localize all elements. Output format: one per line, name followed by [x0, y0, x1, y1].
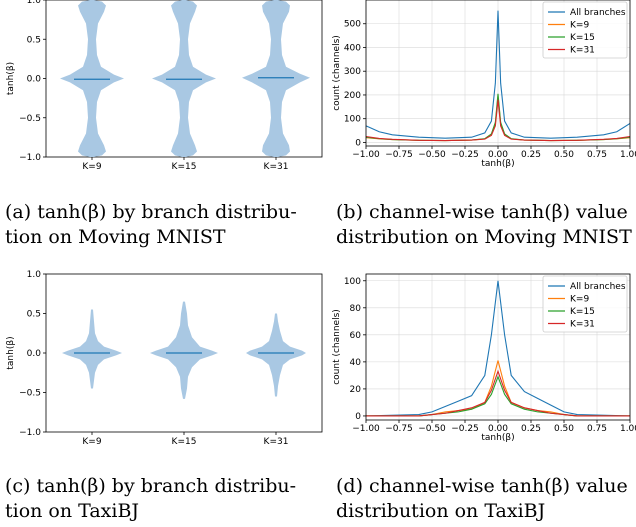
violin-K=15 [150, 301, 218, 399]
y-tick-label: 40 [350, 358, 362, 368]
y-tick-label: 0 [355, 412, 361, 422]
y-tick-label: 100 [344, 277, 361, 287]
x-tick-label: K=31 [264, 162, 289, 172]
series-line-k-31 [366, 369, 630, 417]
y-tick-label: −0.5 [19, 114, 41, 124]
line-plot-1: −1.00 −0.75 −0.50 −0.25 0.00 0.25 0.50 0.75 1.0 0… [332, 0, 636, 169]
x-tick-label: K=31 [264, 437, 289, 447]
x-tick-label: −0.50 [418, 150, 446, 160]
y-tick-label: 500 [344, 20, 361, 30]
caption-d-line2: distribution on TaxiBJ [336, 500, 546, 522]
caption-d-line1: (d) channel-wise tanh(β) value [336, 475, 628, 497]
x-tick-label: 0.00 [488, 424, 508, 434]
x-tick-label: K=15 [172, 437, 197, 447]
x-tick-label: −0.25 [451, 150, 479, 160]
caption-b-line2: distribution on Moving MNIST [336, 226, 632, 248]
violin-K=9 [60, 0, 124, 157]
y-tick-label: 20 [350, 385, 362, 395]
legend-label: All branches [570, 8, 626, 18]
y-tick-label: 0.5 [27, 310, 41, 320]
caption-b-line1: (b) channel-wise tanh(β) value [336, 201, 628, 223]
legend-label: All branches [570, 282, 626, 292]
x-tick-label: 0.75 [587, 150, 607, 160]
x-tick-label: K=15 [172, 162, 197, 172]
violin-plot-2: K=9 K=15 K=31 −1.0 −0.5 0.0 0.5 1.0 tanh(β) [6, 270, 323, 447]
caption-c-line2: tion on TaxiBJ [5, 500, 140, 522]
x-tick-label: −1.00 [352, 424, 380, 434]
series-line-k-9 [366, 360, 630, 417]
x-tick-label: 0.00 [488, 150, 508, 160]
caption-a-line2: tion on Moving MNIST [5, 226, 226, 248]
x-tick-label: 1.00 [620, 150, 636, 160]
x-tick-label: 1.00 [620, 424, 636, 434]
y-tick-label: −1.0 [19, 428, 41, 438]
caption-c-line1: (c) tanh(β) by branch distribu- [5, 475, 297, 497]
y-tick-label: 1.0 [27, 270, 42, 280]
legend-box [542, 275, 628, 333]
x-tick-label: −0.25 [451, 424, 479, 434]
legend-label: K=15 [570, 33, 595, 43]
line-plot-3: −1.00 −0.75 −0.50 −0.25 0.00 0.25 0.50 0.75 1.0 0… [332, 273, 636, 443]
violin-K=31 [242, 0, 310, 157]
caption-a-line1: (a) tanh(β) by branch distribu- [5, 201, 297, 223]
x-tick-label: K=9 [82, 437, 101, 447]
y-tick-label: 1.0 [27, 0, 42, 6]
y-tick-label: 60 [350, 331, 362, 341]
x-tick-label: −0.75 [385, 150, 413, 160]
violin-K=9 [62, 309, 122, 389]
x-axis-label: tanh(β) [481, 433, 514, 443]
y-tick-label: 0 [355, 138, 361, 148]
y-tick-label: 300 [344, 67, 361, 77]
y-tick-label: 0.5 [27, 35, 41, 45]
y-tick-label: −0.5 [19, 389, 41, 399]
series-line-all-branches [365, 280, 631, 417]
x-tick-label: −0.75 [385, 424, 413, 434]
y-axis-label: count (channels) [332, 35, 342, 111]
y-axis-label: tanh(β) [6, 62, 16, 95]
y-axis-label: tanh(β) [6, 336, 16, 369]
x-tick-label: 0.75 [587, 424, 607, 434]
x-tick-label: 0.50 [554, 424, 574, 434]
legend-label: K=9 [570, 295, 589, 305]
legend-label: K=31 [570, 46, 595, 56]
y-tick-label: 400 [344, 43, 361, 53]
y-tick-label: 100 [344, 115, 361, 125]
series-line-k-31 [365, 99, 631, 142]
violin-K=15 [152, 0, 216, 157]
legend-box [542, 1, 628, 59]
legend-label: K=31 [570, 320, 595, 330]
y-tick-label: 80 [350, 304, 362, 314]
legend-label: K=9 [570, 21, 589, 31]
x-tick-label: K=9 [82, 162, 101, 172]
series-line-all-branches [365, 10, 631, 139]
y-tick-label: 0.0 [27, 75, 42, 85]
y-tick-label: 200 [344, 91, 361, 101]
x-tick-label: −1.00 [352, 150, 380, 160]
violin-K=31 [246, 313, 306, 397]
x-tick-label: 0.50 [554, 150, 574, 160]
y-tick-label: 0.0 [27, 349, 42, 359]
legend-label: K=15 [570, 307, 595, 317]
x-tick-label: 0.25 [521, 150, 541, 160]
y-axis-label: count (channels) [332, 309, 342, 385]
x-tick-label: 0.25 [521, 424, 541, 434]
y-tick-label: −1.0 [19, 153, 41, 163]
x-axis-label: tanh(β) [481, 159, 514, 169]
violin-plot-0: K=9 K=15 K=31 −1.0 −0.5 0.0 0.5 1.0 tanh(β) [6, 0, 323, 172]
x-tick-label: −0.50 [418, 424, 446, 434]
